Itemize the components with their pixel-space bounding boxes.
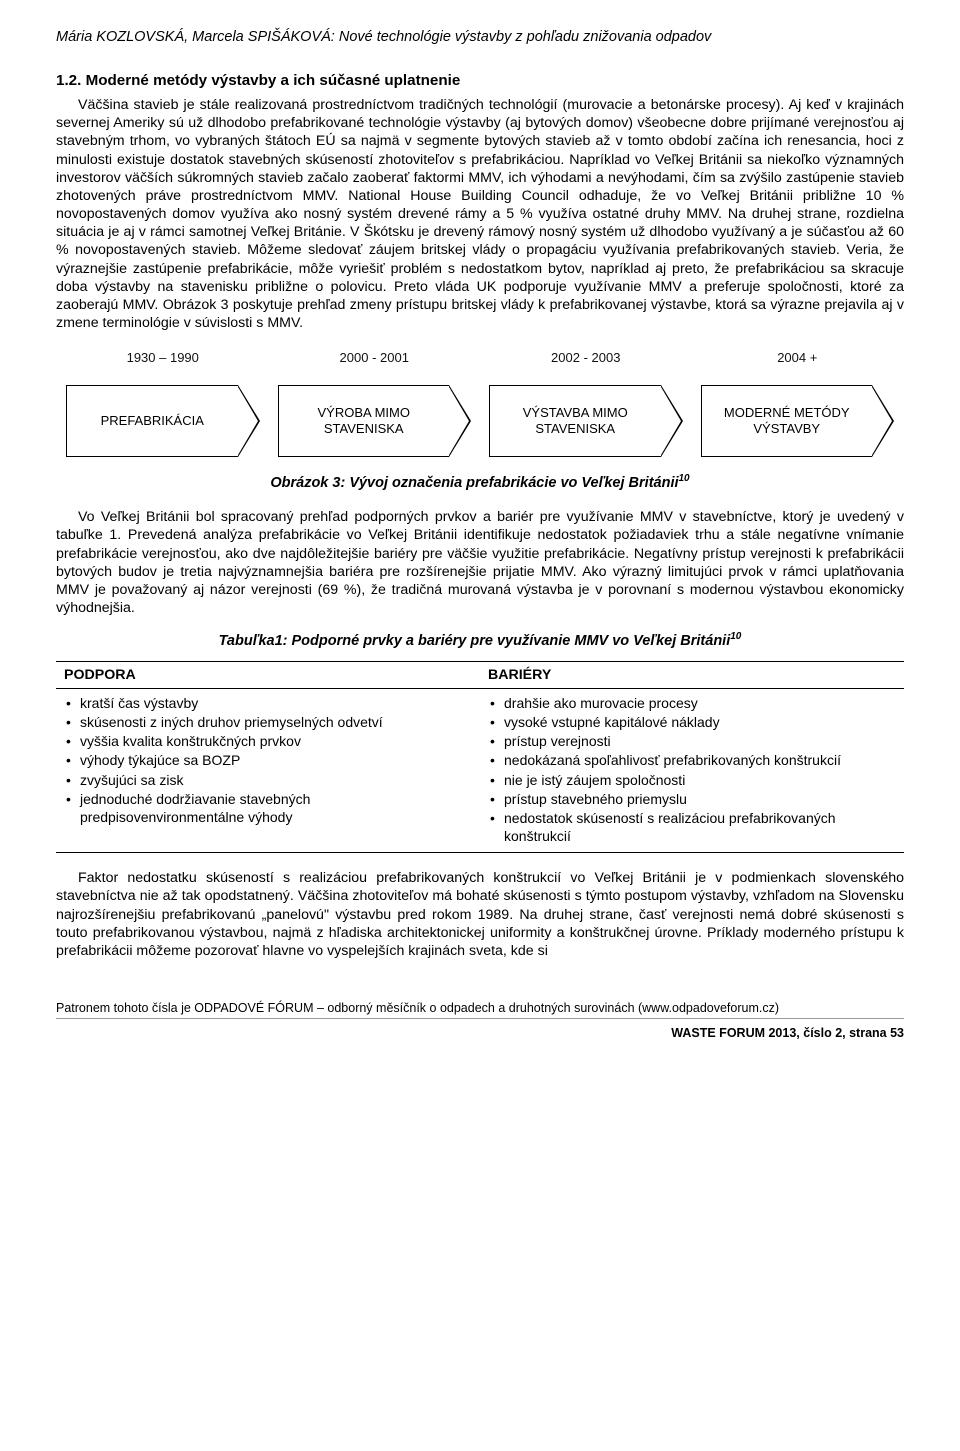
list-item: vysoké vstupné kapitálové náklady <box>490 713 896 731</box>
flow-label: PREFABRIKÁCIA <box>67 385 238 457</box>
cell-bariery: drahšie ako murovacie procesy vysoké vst… <box>480 688 904 853</box>
flow-step-1: 2000 - 2001 VÝROBA MIMO STAVENISKA <box>278 350 472 457</box>
table-1: PODPORA BARIÉRY kratší čas výstavby skús… <box>56 661 904 854</box>
flow-step-2: 2002 - 2003 VÝSTAVBA MIMO STAVENISKA <box>489 350 683 457</box>
list-item: skúsenosti z iných druhov priemyselných … <box>66 713 472 731</box>
flow-period: 2002 - 2003 <box>489 350 683 367</box>
section-number: 1.2. <box>56 72 81 89</box>
paragraph-3: Faktor nedostatku skúseností s realizáci… <box>56 869 904 960</box>
flow-period: 2004 + <box>701 350 895 367</box>
footer-issue: WASTE FORUM 2013, číslo 2, strana 53 <box>56 1025 904 1041</box>
paragraph-1: Väčšina stavieb je stále realizovaná pro… <box>56 96 904 332</box>
footer-sponsor: Patronem tohoto čísla je ODPADOVÉ FÓRUM … <box>56 1000 904 1019</box>
page-footer: Patronem tohoto čísla je ODPADOVÉ FÓRUM … <box>56 1000 904 1041</box>
flow-arrow: VÝSTAVBA MIMO STAVENISKA <box>489 385 683 457</box>
list-item: zvyšujúci sa zisk <box>66 771 472 789</box>
list-item: jednoduché dodržiavanie stavebných predp… <box>66 790 472 826</box>
list-item: výhody týkajúce sa BOZP <box>66 751 472 769</box>
chevron-right-icon <box>449 385 471 457</box>
chevron-right-icon <box>661 385 683 457</box>
flow-period: 2000 - 2001 <box>278 350 472 367</box>
list-item: kratší čas výstavby <box>66 694 472 712</box>
section-title-text: Moderné metódy výstavby a ich súčasné up… <box>86 72 461 89</box>
table-cite: 10 <box>730 631 741 642</box>
list-item: nie je istý záujem spoločnosti <box>490 771 896 789</box>
figure-caption-text: Obrázok 3: Vývoj označenia prefabrikácie… <box>270 475 678 491</box>
flow-arrow: VÝROBA MIMO STAVENISKA <box>278 385 472 457</box>
col-podpora: PODPORA <box>56 661 480 688</box>
figure-cite: 10 <box>679 473 690 484</box>
list-item: prístup stavebného priemyslu <box>490 790 896 808</box>
flow-label: VÝROBA MIMO STAVENISKA <box>279 385 450 457</box>
flow-arrow: PREFABRIKÁCIA <box>66 385 260 457</box>
flow-step-3: 2004 + MODERNÉ METÓDY VÝSTAVBY <box>701 350 895 457</box>
table-caption-text: Tabuľka1: Podporné prvky a bariéry pre v… <box>219 633 731 649</box>
table-1-caption: Tabuľka1: Podporné prvky a bariéry pre v… <box>56 631 904 650</box>
chevron-right-icon <box>872 385 894 457</box>
section-heading: 1.2. Moderné metódy výstavby a ich súčas… <box>56 71 904 90</box>
list-item: nedokázaná spoľahlivosť prefabrikovaných… <box>490 751 896 769</box>
table-row: kratší čas výstavby skúsenosti z iných d… <box>56 688 904 853</box>
flow-label: MODERNÉ METÓDY VÝSTAVBY <box>702 385 873 457</box>
flow-step-0: 1930 – 1990 PREFABRIKÁCIA <box>66 350 260 457</box>
list-item: nedostatok skúseností s realizáciou pref… <box>490 809 896 845</box>
running-head: Mária KOZLOVSKÁ, Marcela SPIŠÁKOVÁ: Nové… <box>56 28 904 47</box>
flow-label: VÝSTAVBA MIMO STAVENISKA <box>490 385 661 457</box>
bariery-list: drahšie ako murovacie procesy vysoké vst… <box>488 694 896 846</box>
flow-period: 1930 – 1990 <box>66 350 260 367</box>
list-item: vyššia kvalita konštrukčných prvkov <box>66 732 472 750</box>
table-header-row: PODPORA BARIÉRY <box>56 661 904 688</box>
paragraph-2: Vo Veľkej Británii bol spracovaný prehľa… <box>56 508 904 617</box>
figure-3-caption: Obrázok 3: Vývoj označenia prefabrikácie… <box>56 473 904 492</box>
list-item: prístup verejnosti <box>490 732 896 750</box>
cell-podpora: kratší čas výstavby skúsenosti z iných d… <box>56 688 480 853</box>
figure-3: 1930 – 1990 PREFABRIKÁCIA 2000 - 2001 VÝ… <box>56 350 904 457</box>
list-item: drahšie ako murovacie procesy <box>490 694 896 712</box>
podpora-list: kratší čas výstavby skúsenosti z iných d… <box>64 694 472 826</box>
col-bariery: BARIÉRY <box>480 661 904 688</box>
chevron-right-icon <box>238 385 260 457</box>
flow-row: 1930 – 1990 PREFABRIKÁCIA 2000 - 2001 VÝ… <box>66 350 894 457</box>
flow-arrow: MODERNÉ METÓDY VÝSTAVBY <box>701 385 895 457</box>
